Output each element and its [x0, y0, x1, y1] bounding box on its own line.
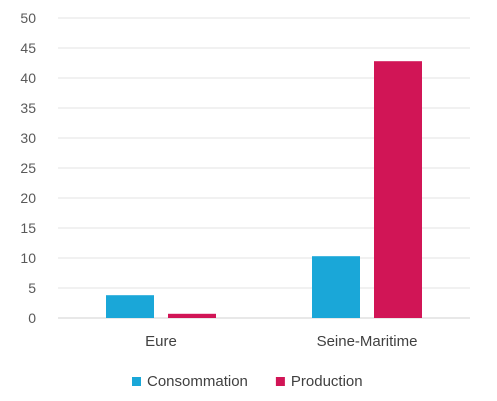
y-tick-label: 50	[20, 10, 36, 26]
legend-label-consommation: Consommation	[147, 373, 248, 390]
legend-swatch-consommation	[132, 377, 141, 386]
y-tick-label: 45	[20, 40, 36, 56]
x-category-label: Seine-Maritime	[317, 333, 418, 350]
y-axis-ticks: 0 5 10 15 20 25 30 35 40 45 50	[20, 10, 36, 326]
bars	[106, 61, 422, 318]
x-axis-categories: Eure Seine-Maritime	[145, 333, 417, 350]
y-tick-label: 10	[20, 250, 36, 266]
y-tick-label: 35	[20, 100, 36, 116]
y-tick-label: 25	[20, 160, 36, 176]
y-tick-label: 20	[20, 190, 36, 206]
y-tick-label: 0	[28, 310, 36, 326]
bar-consommation-eure	[106, 295, 154, 318]
legend-label-production: Production	[291, 373, 363, 390]
y-tick-label: 15	[20, 220, 36, 236]
x-category-label: Eure	[145, 333, 177, 350]
y-tick-label: 5	[28, 280, 36, 296]
legend-swatch-production	[275, 377, 285, 386]
legend: Consommation Production	[132, 373, 363, 390]
y-tick-label: 30	[20, 130, 36, 146]
bar-consommation-seine-maritime	[312, 256, 360, 318]
bar-production-seine-maritime	[374, 61, 422, 318]
bar-production-eure	[168, 313, 216, 318]
y-tick-label: 40	[20, 70, 36, 86]
